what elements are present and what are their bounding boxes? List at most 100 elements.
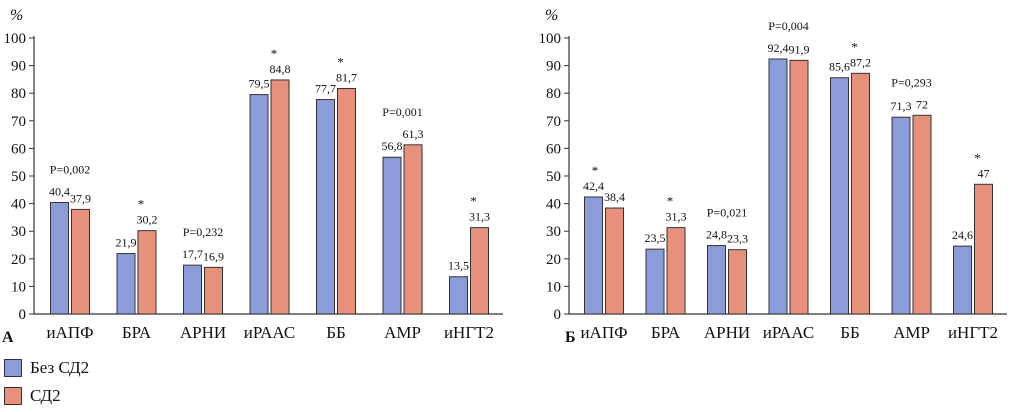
significance-star: * — [667, 194, 674, 209]
data-label: 31,3 — [666, 210, 687, 224]
legend-label-series2: СД2 — [30, 386, 61, 405]
data-label: 42,4 — [583, 179, 604, 193]
legend-swatch-series2 — [4, 387, 22, 405]
p-value-label: P=0,232 — [183, 225, 223, 239]
data-label: 84,8 — [270, 62, 291, 76]
y-tick-label: 90 — [546, 59, 561, 75]
bar-diabetes — [204, 266, 223, 315]
x-tick-label: АМР — [384, 323, 421, 342]
significance-star: * — [851, 39, 858, 54]
y-tick-label: 40 — [546, 197, 561, 213]
bar-no-diabetes — [316, 99, 335, 315]
data-label: 31,3 — [469, 210, 490, 224]
y-tick-label: 70 — [11, 114, 26, 130]
data-label: 17,7 — [182, 247, 203, 261]
data-label: 21,9 — [116, 236, 137, 250]
bar-diabetes — [470, 227, 489, 315]
significance-star: * — [974, 150, 981, 165]
bar-diabetes — [403, 144, 423, 315]
data-label: 16,9 — [203, 249, 224, 263]
data-label: 37,9 — [70, 191, 91, 205]
bar-diabetes — [71, 208, 90, 315]
y-tick-label: 80 — [11, 86, 26, 102]
y-tick-label: 100 — [4, 31, 27, 47]
significance-star: * — [138, 197, 145, 212]
p-value-label: P=0,293 — [891, 75, 931, 89]
y-tick-label: 90 — [11, 59, 26, 75]
y-tick-label: 70 — [546, 114, 561, 130]
x-tick-label: БРА — [651, 323, 681, 342]
data-label: 23,5 — [645, 231, 666, 245]
data-label: 30,2 — [137, 213, 158, 227]
bar-no-diabetes — [891, 116, 911, 315]
y-axis-unit-label: % — [10, 7, 23, 24]
y-tick-label: 50 — [11, 169, 26, 185]
y-tick-label: 60 — [11, 141, 26, 157]
y-tick-label: 30 — [546, 224, 561, 240]
data-label: 77,7 — [315, 82, 336, 96]
bar-no-diabetes — [953, 245, 972, 315]
data-label: 81,7 — [336, 71, 357, 85]
y-tick-label: 0 — [19, 307, 27, 323]
bar-diabetes — [912, 114, 932, 315]
significance-star: * — [271, 46, 278, 61]
data-label: 72 — [916, 97, 928, 111]
data-label: 92,4 — [768, 41, 789, 55]
bar-no-diabetes — [183, 264, 202, 315]
bar-no-diabetes — [830, 77, 849, 315]
bar-diabetes — [728, 249, 747, 315]
y-tick-label: 10 — [11, 279, 26, 295]
y-tick-label: 30 — [11, 224, 26, 240]
p-value-label: P=0,001 — [382, 105, 422, 119]
y-tick-label: 0 — [554, 307, 562, 323]
data-label: 56,8 — [382, 139, 403, 153]
data-label: 71,3 — [891, 99, 912, 113]
legend-label-series1: Без СД2 — [30, 358, 90, 377]
bar-no-diabetes — [249, 94, 269, 315]
data-label: 85,6 — [829, 60, 850, 74]
legend-swatch-series1 — [4, 359, 22, 377]
x-tick-label: ББ — [840, 323, 860, 342]
x-tick-label: ББ — [326, 323, 346, 342]
data-label: 23,3 — [727, 232, 748, 246]
bar-no-diabetes — [707, 245, 726, 315]
data-label: 24,8 — [706, 228, 727, 242]
x-tick-label: иРААС — [763, 323, 814, 342]
x-tick-label: иАПФ — [580, 323, 627, 342]
bar-no-diabetes — [449, 276, 468, 315]
p-value-label: P=0,021 — [707, 206, 747, 220]
p-value-label: P=0,002 — [50, 162, 90, 176]
panel-label: Б — [565, 329, 576, 346]
y-tick-label: 50 — [546, 169, 561, 185]
bar-diabetes — [974, 183, 993, 315]
x-tick-label: иАПФ — [46, 323, 93, 342]
bar-no-diabetes — [584, 196, 603, 315]
bar-diabetes — [789, 59, 809, 315]
y-tick-label: 20 — [11, 252, 26, 268]
data-label: 61,3 — [403, 127, 424, 141]
y-tick-label: 80 — [546, 86, 561, 102]
y-tick-label: 60 — [546, 141, 561, 157]
panel-label: А — [2, 329, 14, 346]
bar-diabetes — [137, 230, 157, 315]
y-tick-label: 20 — [546, 252, 561, 268]
data-label: 87,2 — [850, 55, 871, 69]
data-label: 13,5 — [448, 259, 469, 273]
y-tick-label: 40 — [11, 197, 26, 213]
data-label: 38,4 — [604, 190, 625, 204]
bar-diabetes — [337, 88, 356, 315]
y-axis-unit-label: % — [545, 7, 558, 24]
data-label: 91,9 — [789, 42, 810, 56]
x-tick-label: иНГТ2 — [948, 323, 998, 342]
bar-no-diabetes — [645, 248, 665, 315]
bar-diabetes — [605, 207, 624, 315]
legend: Без СД2 СД2 — [4, 356, 89, 412]
legend-item-no-diabetes: Без СД2 — [4, 356, 89, 380]
y-tick-label: 100 — [539, 31, 562, 47]
significance-star: * — [470, 194, 477, 209]
bar-no-diabetes — [768, 58, 788, 315]
data-label: 40,4 — [49, 184, 70, 198]
x-tick-label: АРНИ — [704, 323, 750, 342]
x-tick-label: АРНИ — [180, 323, 226, 342]
x-tick-label: АМР — [893, 323, 930, 342]
